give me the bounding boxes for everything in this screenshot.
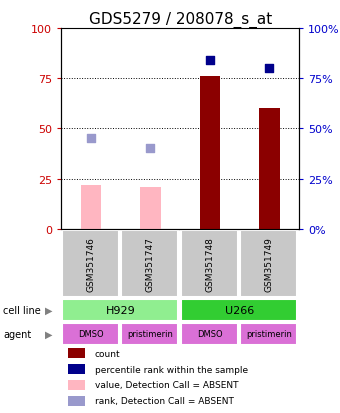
- Text: DMSO: DMSO: [197, 330, 223, 338]
- Text: GSM351749: GSM351749: [265, 236, 274, 291]
- Title: GDS5279 / 208078_s_at: GDS5279 / 208078_s_at: [89, 12, 272, 28]
- FancyBboxPatch shape: [240, 323, 298, 345]
- Bar: [68, 364, 85, 374]
- FancyBboxPatch shape: [181, 299, 298, 321]
- FancyBboxPatch shape: [181, 323, 238, 345]
- Point: [88, 136, 94, 142]
- Text: DMSO: DMSO: [78, 330, 104, 338]
- Bar: [140, 187, 161, 229]
- Text: GSM351748: GSM351748: [205, 236, 215, 291]
- Bar: [68, 380, 85, 390]
- Text: count: count: [95, 349, 120, 358]
- Text: rank, Detection Call = ABSENT: rank, Detection Call = ABSENT: [95, 396, 233, 405]
- FancyBboxPatch shape: [62, 299, 178, 321]
- Point: [207, 58, 213, 64]
- Text: agent: agent: [3, 329, 32, 339]
- Text: pristimerin: pristimerin: [128, 330, 173, 338]
- FancyBboxPatch shape: [121, 323, 178, 345]
- Text: cell line: cell line: [3, 305, 41, 315]
- Text: GSM351746: GSM351746: [86, 236, 96, 291]
- FancyBboxPatch shape: [62, 230, 119, 297]
- Text: percentile rank within the sample: percentile rank within the sample: [95, 365, 248, 374]
- Text: H929: H929: [106, 305, 136, 315]
- Text: pristimerin: pristimerin: [246, 330, 292, 338]
- Text: GSM351747: GSM351747: [146, 236, 155, 291]
- FancyBboxPatch shape: [62, 323, 119, 345]
- Text: ▶: ▶: [45, 305, 53, 315]
- Text: U266: U266: [225, 305, 254, 315]
- Bar: [68, 396, 85, 406]
- Bar: [81, 185, 101, 229]
- Bar: [259, 109, 280, 229]
- Text: value, Detection Call = ABSENT: value, Detection Call = ABSENT: [95, 380, 238, 389]
- Point: [148, 146, 153, 152]
- FancyBboxPatch shape: [181, 230, 238, 297]
- Bar: [200, 77, 220, 229]
- FancyBboxPatch shape: [240, 230, 298, 297]
- FancyBboxPatch shape: [121, 230, 178, 297]
- Text: ▶: ▶: [45, 329, 53, 339]
- Point: [267, 66, 272, 72]
- Bar: [68, 349, 85, 358]
